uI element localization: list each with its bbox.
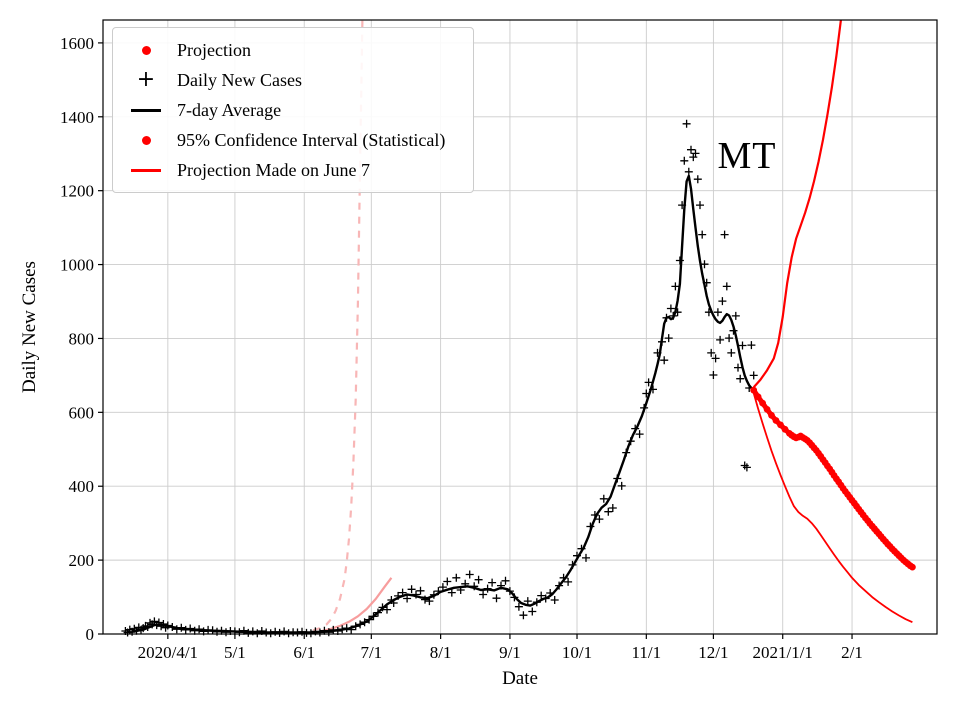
x-tick-label: 8/1 [430, 643, 452, 662]
x-tick-label: 5/1 [224, 643, 246, 662]
legend-label: Projection [177, 39, 251, 60]
projection-dot [750, 386, 758, 394]
y-tick-label: 1000 [60, 256, 94, 275]
projection-dot [754, 393, 762, 401]
y-tick-label: 0 [86, 625, 95, 644]
plot-frame [102, 19, 938, 635]
x-tick-label: 2020/4/1 [138, 643, 198, 662]
legend-item: Projection [125, 35, 445, 65]
projection-dot [777, 421, 784, 429]
projection-dot [768, 411, 775, 419]
legend-item: + Daily New Cases [125, 65, 445, 95]
series-lower-95-ci [752, 392, 913, 624]
x-tick-label: 10/1 [562, 643, 592, 662]
legend-label: Projection Made on June 7 [177, 159, 370, 180]
x-tick-label: 6/1 [293, 643, 315, 662]
x-axis-title: Date [502, 668, 538, 689]
projection-dot [772, 417, 780, 424]
y-tick-label: 200 [69, 551, 95, 570]
projection-dot [763, 406, 771, 413]
legend-item: 95% Confidence Interval (Statistical) [125, 125, 445, 155]
series-upper-95-ci [752, 19, 842, 388]
x-tick-label: 9/1 [499, 643, 521, 662]
legend-label: 7-day Average [177, 99, 282, 120]
dot-marker-icon [125, 45, 167, 55]
line-marker-icon [125, 108, 167, 112]
x-tick-label: 2021/1/1 [752, 643, 812, 662]
x-tick-label: 12/1 [698, 643, 728, 662]
legend-item: 7-day Average [125, 95, 445, 125]
line-marker-icon [125, 168, 167, 172]
y-tick-label: 600 [69, 403, 95, 422]
x-tick-label: 11/1 [632, 643, 662, 662]
y-tick-label: 400 [69, 477, 95, 496]
series-june7-upper-ci [312, 19, 364, 632]
series-june7-projection [321, 577, 393, 633]
legend-label: Daily New Cases [177, 69, 302, 90]
projection-dot [781, 425, 789, 433]
series-seven-day-average [131, 174, 755, 634]
y-tick-label: 800 [69, 329, 95, 348]
x-tick-label: 2/1 [841, 643, 863, 662]
y-tick-label: 1400 [60, 108, 94, 127]
projection-dot [759, 399, 766, 407]
state-annotation: MT [717, 134, 777, 177]
plus-marker-icon: + [136, 67, 156, 92]
dot-marker-icon [125, 135, 167, 145]
legend-label: 95% Confidence Interval (Statistical) [177, 129, 446, 150]
y-tick-label: 1600 [60, 34, 94, 53]
y-axis-title: Daily New Cases [19, 261, 40, 393]
projection-dot [909, 563, 916, 571]
legend: Projection + Daily New Cases 7-day Average 9… [112, 27, 475, 193]
legend-item: Projection Made on June 7 [125, 155, 445, 185]
x-tick-label: 7/1 [360, 643, 382, 662]
y-tick-label: 1200 [60, 182, 94, 201]
